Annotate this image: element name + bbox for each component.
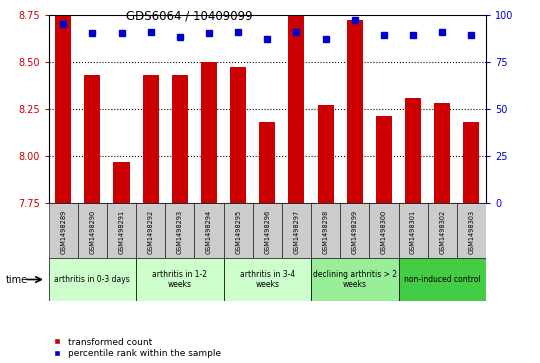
Bar — [369, 203, 399, 258]
Text: GSM1498295: GSM1498295 — [235, 210, 241, 254]
Text: arthritis in 0-3 days: arthritis in 0-3 days — [55, 275, 130, 284]
Bar — [49, 258, 136, 301]
Text: GDS6064 / 10409099: GDS6064 / 10409099 — [126, 9, 252, 22]
Text: GSM1498303: GSM1498303 — [468, 210, 475, 254]
Bar — [311, 203, 340, 258]
Text: GSM1498299: GSM1498299 — [352, 210, 358, 254]
Bar — [136, 203, 165, 258]
Bar — [84, 75, 100, 203]
Text: GSM1498291: GSM1498291 — [118, 210, 125, 254]
Text: GSM1498302: GSM1498302 — [439, 210, 446, 254]
Bar — [288, 15, 305, 203]
Text: non-induced control: non-induced control — [404, 275, 481, 284]
Legend: transformed count, percentile rank within the sample: transformed count, percentile rank withi… — [53, 338, 221, 359]
Bar — [224, 258, 311, 301]
Bar — [107, 203, 136, 258]
Bar — [165, 203, 194, 258]
Text: GSM1498301: GSM1498301 — [410, 210, 416, 254]
Bar — [55, 15, 71, 203]
Text: GSM1498294: GSM1498294 — [206, 210, 212, 254]
Bar — [434, 103, 450, 203]
Text: GSM1498297: GSM1498297 — [293, 210, 300, 254]
Text: GSM1498290: GSM1498290 — [89, 210, 96, 254]
Bar — [113, 162, 130, 203]
Bar — [230, 68, 246, 203]
Text: GSM1498289: GSM1498289 — [60, 210, 66, 254]
Text: arthritis in 1-2
weeks: arthritis in 1-2 weeks — [152, 270, 207, 289]
Text: time: time — [5, 274, 28, 285]
Bar — [282, 203, 311, 258]
Bar — [399, 258, 486, 301]
Bar — [428, 203, 457, 258]
Bar — [311, 258, 399, 301]
Bar — [136, 258, 224, 301]
Bar — [463, 122, 480, 203]
Bar — [347, 20, 363, 203]
Bar — [405, 98, 421, 203]
Bar — [201, 62, 217, 203]
Bar — [49, 203, 78, 258]
Bar — [253, 203, 282, 258]
Text: GSM1498293: GSM1498293 — [177, 210, 183, 254]
Bar — [194, 203, 224, 258]
Bar — [172, 75, 188, 203]
Text: arthritis in 3-4
weeks: arthritis in 3-4 weeks — [240, 270, 295, 289]
Bar — [399, 203, 428, 258]
Text: GSM1498296: GSM1498296 — [264, 210, 271, 254]
Bar — [318, 105, 334, 203]
Bar — [457, 203, 486, 258]
Bar — [143, 75, 159, 203]
Bar — [376, 117, 392, 203]
Bar — [224, 203, 253, 258]
Text: GSM1498300: GSM1498300 — [381, 210, 387, 254]
Bar — [259, 122, 275, 203]
Text: declining arthritis > 2
weeks: declining arthritis > 2 weeks — [313, 270, 397, 289]
Text: GSM1498292: GSM1498292 — [147, 210, 154, 254]
Bar — [340, 203, 369, 258]
Bar — [78, 203, 107, 258]
Text: GSM1498298: GSM1498298 — [322, 210, 329, 254]
